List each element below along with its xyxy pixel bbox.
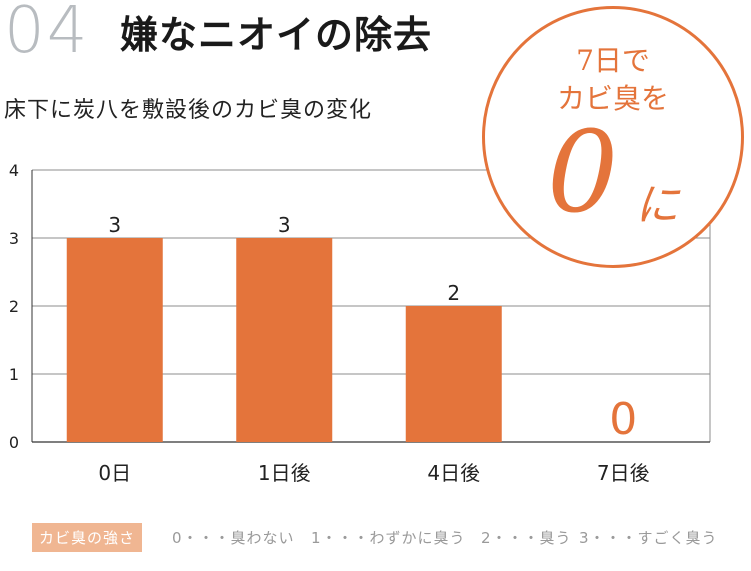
x-tick-label: 7日後 bbox=[597, 461, 650, 485]
legend-item: 2・・・臭う bbox=[481, 529, 572, 547]
x-tick-label: 4日後 bbox=[427, 461, 480, 485]
data-label: 3 bbox=[278, 213, 291, 237]
legend-label: カビ臭の強さ bbox=[32, 523, 143, 552]
badge-line1: 7日で bbox=[576, 44, 650, 77]
x-tick-label: 1日後 bbox=[258, 461, 311, 485]
data-label: 0 bbox=[609, 394, 637, 445]
x-tick-label: 0日 bbox=[98, 461, 131, 485]
legend-item: 0・・・臭わない bbox=[172, 529, 295, 547]
data-label: 3 bbox=[108, 213, 121, 237]
y-tick-label: 0 bbox=[9, 433, 19, 452]
bar bbox=[66, 238, 163, 442]
y-tick-label: 3 bbox=[9, 229, 19, 248]
badge-suffix: に bbox=[635, 180, 679, 231]
legend-item: 1・・・わずかに臭う bbox=[311, 529, 466, 547]
badge-big-number: 0 bbox=[547, 108, 619, 238]
y-tick-label: 2 bbox=[9, 297, 19, 316]
badge-line2: カビ臭を bbox=[556, 82, 669, 115]
chart-title: 床下に炭八を敷設後のカビ臭の変化 bbox=[4, 98, 373, 123]
legend-item: 3・・・すごく臭う bbox=[579, 529, 718, 547]
y-tick-label: 4 bbox=[9, 161, 19, 180]
y-tick-label: 1 bbox=[9, 365, 19, 384]
section-number: 04 bbox=[4, 0, 90, 68]
data-label: 2 bbox=[447, 281, 460, 305]
section-title: 嫌なニオイの除去 bbox=[120, 13, 433, 57]
bar-chart: 0 1 2 3 4 3 0日 3 1日後 2 4日後 0 7日後 bbox=[9, 161, 711, 485]
bar bbox=[236, 238, 333, 442]
summary-badge: 7日で カビ臭を 0 に bbox=[482, 6, 744, 268]
bar bbox=[405, 306, 502, 442]
